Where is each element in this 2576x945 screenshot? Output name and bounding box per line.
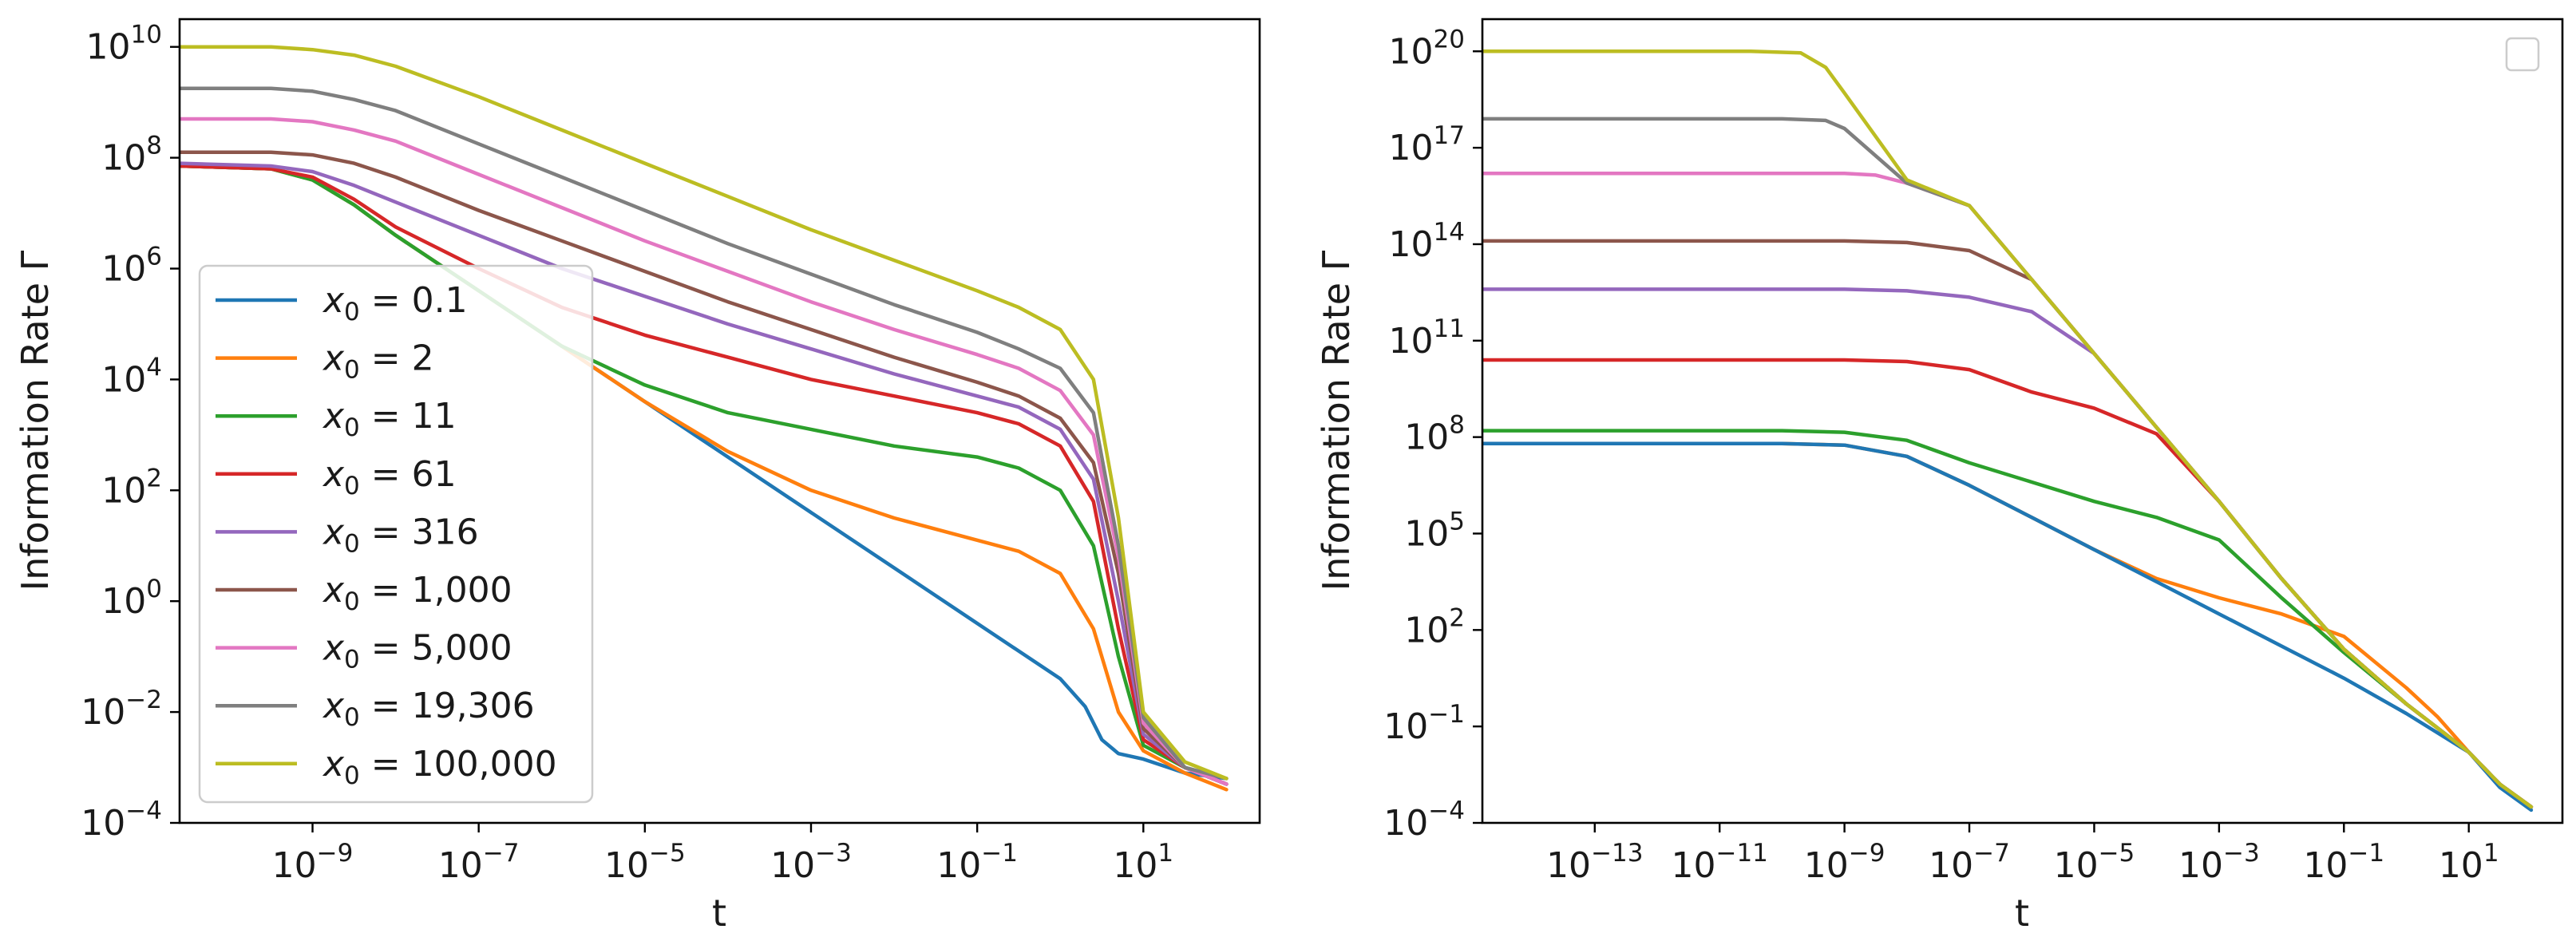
right-x-tick-label-1: 10−11 (1671, 839, 1767, 886)
right-y-tick-label-1: 10−1 (1383, 700, 1465, 747)
left-y-tick-label-7: 1010 (86, 21, 162, 68)
right-y-ticks: 10−4 10−1 102 105 108 1011 1014 1017 1020 (1383, 25, 1482, 844)
legend-label-3: x0 = 61 (322, 454, 457, 500)
left-y-axis-label: Information Rate Γ (14, 250, 57, 591)
right-plot-frame (1481, 18, 2564, 824)
right-y-tick-label-7: 1017 (1389, 121, 1465, 168)
right-panel: 10−13 10−11 10−9 10−7 10−5 10−3 10−1 101 10−410… (1315, 18, 2564, 935)
right-y-tick-label-8: 1020 (1389, 25, 1465, 72)
right-y-tick-label-0: 10−4 (1383, 797, 1465, 844)
left-series-group (180, 45, 1229, 792)
left-series-line-3 (180, 164, 1229, 786)
right-x-tick-label-5: 10−3 (2178, 839, 2260, 886)
right-x-tick-label-3: 10−7 (1929, 839, 2010, 886)
left-y-ticks: 10−4 10−2 100 102 104 106 108 1010 (81, 21, 180, 844)
right-x-tick-label-0: 10−13 (1546, 839, 1643, 886)
right-series-line-1 (1482, 441, 2534, 813)
left-x-ticks: 10−9 10−7 10−5 10−3 10−1 101 (272, 823, 1173, 886)
right-x-axis-label: t (2015, 892, 2029, 935)
left-y-tick-label-5: 106 (101, 243, 162, 290)
left-series-line-7 (180, 86, 1229, 781)
legend-label-0: x0 = 0.1 (322, 280, 468, 326)
left-x-tick-label-0: 10−9 (272, 839, 354, 886)
legend-box (198, 264, 594, 804)
left-y-tick-label-0: 10−4 (81, 797, 162, 844)
left-y-tick-label-2: 100 (101, 575, 162, 622)
legend-label-1: x0 = 2 (322, 338, 434, 385)
right-y-tick-label-2: 102 (1404, 603, 1465, 650)
legend-label-7: x0 = 19,306 (322, 686, 535, 732)
left-plot-frame (178, 18, 1261, 824)
right-y-axis-label: Information Rate Γ (1315, 250, 1358, 591)
left-x-tick-label-1: 10−7 (438, 839, 520, 886)
right-x-tick-label-6: 10−1 (2303, 839, 2384, 886)
left-series-line-4 (180, 161, 1229, 786)
left-x-axis-label: t (712, 892, 726, 935)
legend-label-8: x0 = 100,000 (322, 744, 557, 790)
legend-label-4: x0 = 316 (322, 512, 479, 558)
right-y-tick-label-6: 1014 (1389, 218, 1465, 265)
right-y-tick-label-5: 1011 (1389, 314, 1465, 362)
right-y-tick-label-3: 105 (1404, 507, 1465, 554)
left-series-line-2 (180, 164, 1229, 786)
right-x-ticks: 10−13 10−11 10−9 10−7 10−5 10−3 10−1 101 (1546, 823, 2499, 886)
right-y-tick-label-4: 108 (1404, 411, 1465, 458)
left-series-line-5 (180, 150, 1229, 786)
left-x-tick-label-5: 101 (1113, 839, 1173, 886)
right-x-tick-label-7: 101 (2439, 839, 2499, 886)
right-series-line-8 (1482, 49, 2534, 809)
right-empty-legend-box (2505, 37, 2540, 72)
left-y-tick-label-3: 102 (101, 464, 162, 511)
right-x-tick-label-2: 10−9 (1804, 839, 1886, 886)
right-x-tick-label-4: 10−5 (2054, 839, 2135, 886)
left-y-tick-label-1: 10−2 (81, 686, 162, 733)
left-x-tick-label-2: 10−5 (604, 839, 686, 886)
left-y-tick-label-6: 108 (101, 132, 162, 179)
left-panel: 10−9 10−7 10−5 10−3 10−1 101 10−410−210010210… (14, 18, 1261, 935)
left-legend: x0 = 0.1 x0 = 2 x0 = 11 x0 = 61 x0 = 316 x0 =… (198, 264, 594, 804)
left-series-line-8 (180, 45, 1229, 781)
left-x-tick-label-4: 10−1 (936, 839, 1018, 886)
left-x-tick-label-3: 10−3 (770, 839, 852, 886)
legend-label-6: x0 = 5,000 (322, 628, 512, 674)
legend-label-5: x0 = 1,000 (322, 570, 512, 616)
legend-label-2: x0 = 11 (322, 396, 457, 442)
right-series-group (1482, 49, 2534, 813)
left-y-tick-label-4: 104 (101, 353, 162, 400)
